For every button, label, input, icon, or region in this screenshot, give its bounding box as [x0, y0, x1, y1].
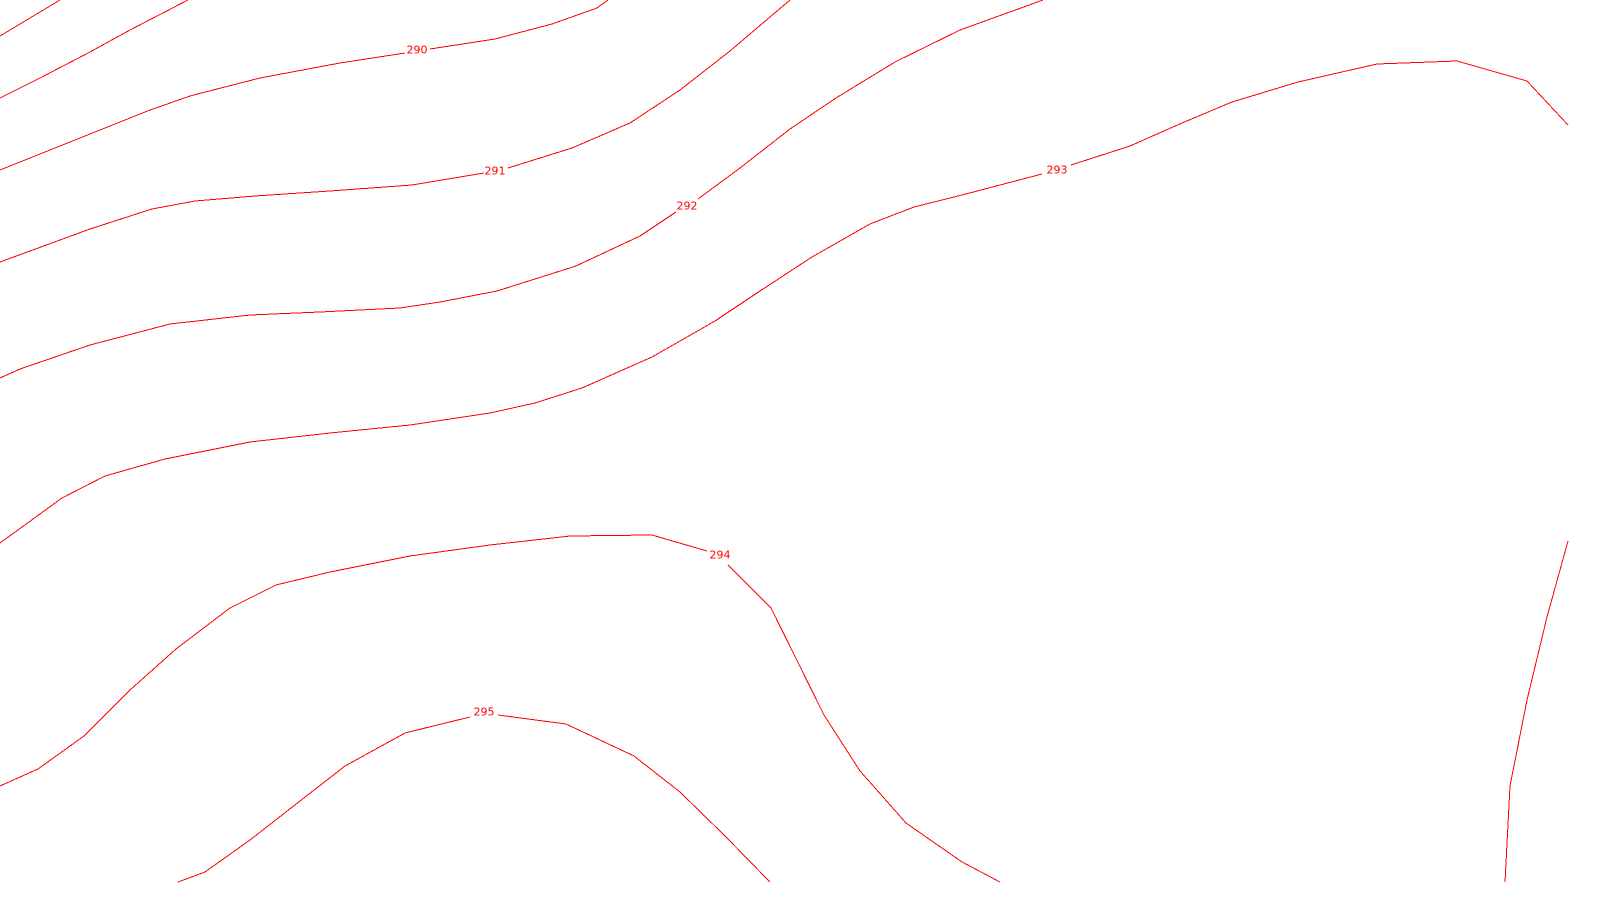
contour-label-291: 291	[485, 165, 506, 178]
contour-line-293-b	[1070, 60, 1569, 166]
contour-label-294: 294	[710, 549, 731, 562]
contour-line-295	[177, 716, 471, 883]
contour-line-292-b	[697, 0, 1044, 200]
contour-line-291-b	[507, 0, 791, 169]
contour-label-293: 293	[1047, 164, 1068, 177]
contour-line-290-lower	[0, 52, 406, 171]
contour-line-right-edge	[1504, 540, 1569, 883]
contour-line-293	[0, 173, 1043, 544]
contour-label-290: 290	[407, 44, 428, 57]
contour-line-292	[0, 211, 677, 379]
contour-label-295: 295	[474, 706, 495, 719]
contour-line-top-left	[0, 0, 61, 37]
contour-line-290-lower-b	[429, 0, 609, 50]
contour-line-294-b	[727, 564, 1001, 883]
contour-line-294	[0, 534, 708, 787]
contour-line-295-b	[497, 714, 771, 883]
contour-line-291	[0, 172, 485, 263]
contour-label-292: 292	[677, 200, 698, 213]
contour-line-290-upper	[0, 0, 189, 99]
